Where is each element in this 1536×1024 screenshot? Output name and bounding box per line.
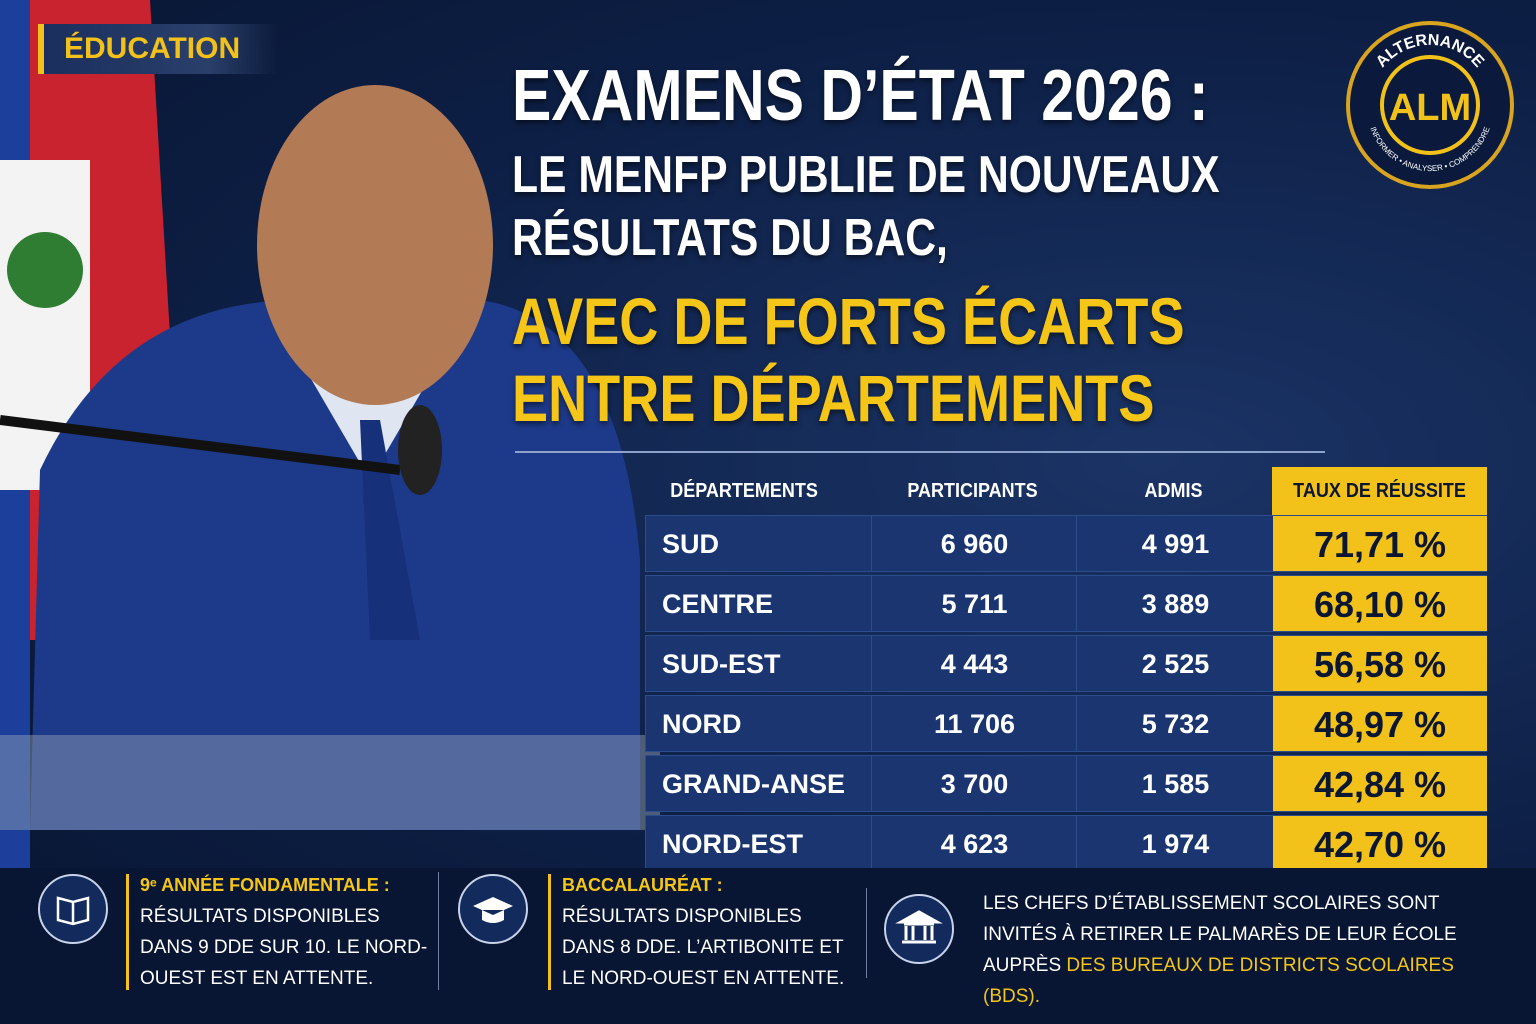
note-title: 9ᵉ ANNÉE FONDAMENTALE :: [140, 875, 390, 895]
table-row: NORD-EST 4 623 1 974 42,70 %: [645, 815, 1487, 872]
note: LES CHEFS D’ÉTABLISSEMENT SCOLAIRES SONT…: [983, 888, 1503, 1012]
table-row: GRAND-ANSE 3 700 1 585 42,84 %: [645, 755, 1487, 812]
logo-monogram: ALM: [1389, 87, 1471, 129]
note: BACCALAURÉAT : RÉSULTATS DISPONIBLES DAN…: [562, 870, 852, 994]
table-row: SUD 6 960 4 991 71,71 %: [645, 515, 1487, 572]
column-header: DÉPARTEMENTS: [670, 480, 818, 502]
note: 9ᵉ ANNÉE FONDAMENTALE : RÉSULTATS DISPON…: [140, 870, 430, 994]
admitted: 5 732: [1076, 696, 1274, 751]
department: CENTRE: [662, 589, 774, 619]
section-tag: ÉDUCATION: [38, 24, 278, 74]
cap-icon: [458, 874, 528, 944]
separator: [866, 888, 867, 978]
mic-stand: [0, 415, 401, 475]
microphone: [398, 405, 442, 495]
divider: [515, 451, 1325, 453]
note-text: LES CHEFS D’ÉTABLISSEMENT SCOLAIRES SONT…: [983, 893, 1457, 976]
column-header: PARTICIPANTS: [907, 480, 1038, 502]
logo-inner: [1380, 55, 1480, 155]
head: [257, 85, 493, 405]
title-line: LE MENFP PUBLIE DE NOUVEAUX: [512, 146, 1220, 204]
success-rate: 42,70 %: [1273, 816, 1487, 871]
footer-band: [0, 868, 1536, 1024]
participants: 11 706: [871, 696, 1077, 751]
separator: [438, 872, 439, 990]
department: GRAND-ANSE: [662, 769, 846, 799]
success-rate: 68,10 %: [1273, 576, 1487, 631]
admitted: 3 889: [1076, 576, 1274, 631]
suit: [30, 300, 640, 830]
note-title: BACCALAURÉAT :: [562, 875, 723, 895]
flag-palm: [7, 232, 83, 308]
tie: [360, 420, 420, 640]
note-text: RÉSULTATS DISPONIBLES DANS 9 DDE SUR 10.…: [140, 906, 428, 989]
admitted: 1 585: [1076, 756, 1274, 811]
title-line: EXAMENS D’ÉTAT 2026 :: [512, 56, 1209, 136]
lectern: [0, 735, 660, 830]
participants: 6 960: [871, 516, 1077, 571]
accent-bar: [548, 874, 551, 990]
title-highlight: ENTRE DÉPARTEMENTS: [512, 361, 1155, 435]
admitted: 4 991: [1076, 516, 1274, 571]
department: SUD: [662, 529, 720, 559]
title-highlight: AVEC DE FORTS ÉCARTS: [512, 284, 1185, 358]
admitted: 1 974: [1076, 816, 1274, 871]
participants: 4 443: [871, 636, 1077, 691]
title-line: RÉSULTATS DU BAC,: [512, 209, 948, 267]
building-icon: [884, 894, 954, 964]
note-highlight: DES BUREAUX DE DISTRICTS SCOLAIRES (BDS)…: [983, 955, 1454, 1007]
admitted: 2 525: [1076, 636, 1274, 691]
table-row: NORD 11 706 5 732 48,97 %: [645, 695, 1487, 752]
success-rate: 42,84 %: [1273, 756, 1487, 811]
logo: ALTERNANCE INFORMER • ANALYSER • COMPREN…: [1346, 21, 1514, 189]
photo-illustration: [0, 0, 660, 870]
department: SUD-EST: [662, 649, 781, 679]
department: NORD-EST: [662, 829, 803, 859]
table-row: SUD-EST 4 443 2 525 56,58 %: [645, 635, 1487, 692]
column-header: TAUX DE RÉUSSITE: [1293, 480, 1466, 502]
logo-ring: [1346, 21, 1514, 189]
participants: 4 623: [871, 816, 1077, 871]
participants: 5 711: [871, 576, 1077, 631]
department: NORD: [662, 709, 742, 739]
rate-header-bg: [1272, 467, 1487, 515]
success-rate: 71,71 %: [1273, 516, 1487, 571]
book-icon: [38, 874, 108, 944]
table-row: CENTRE 5 711 3 889 68,10 %: [645, 575, 1487, 632]
success-rate: 56,58 %: [1273, 636, 1487, 691]
column-header: ADMIS: [1144, 480, 1203, 502]
note-text: RÉSULTATS DISPONIBLES DANS 8 DDE. L’ARTI…: [562, 906, 845, 989]
accent-bar: [126, 874, 129, 990]
success-rate: 48,97 %: [1273, 696, 1487, 751]
participants: 3 700: [871, 756, 1077, 811]
